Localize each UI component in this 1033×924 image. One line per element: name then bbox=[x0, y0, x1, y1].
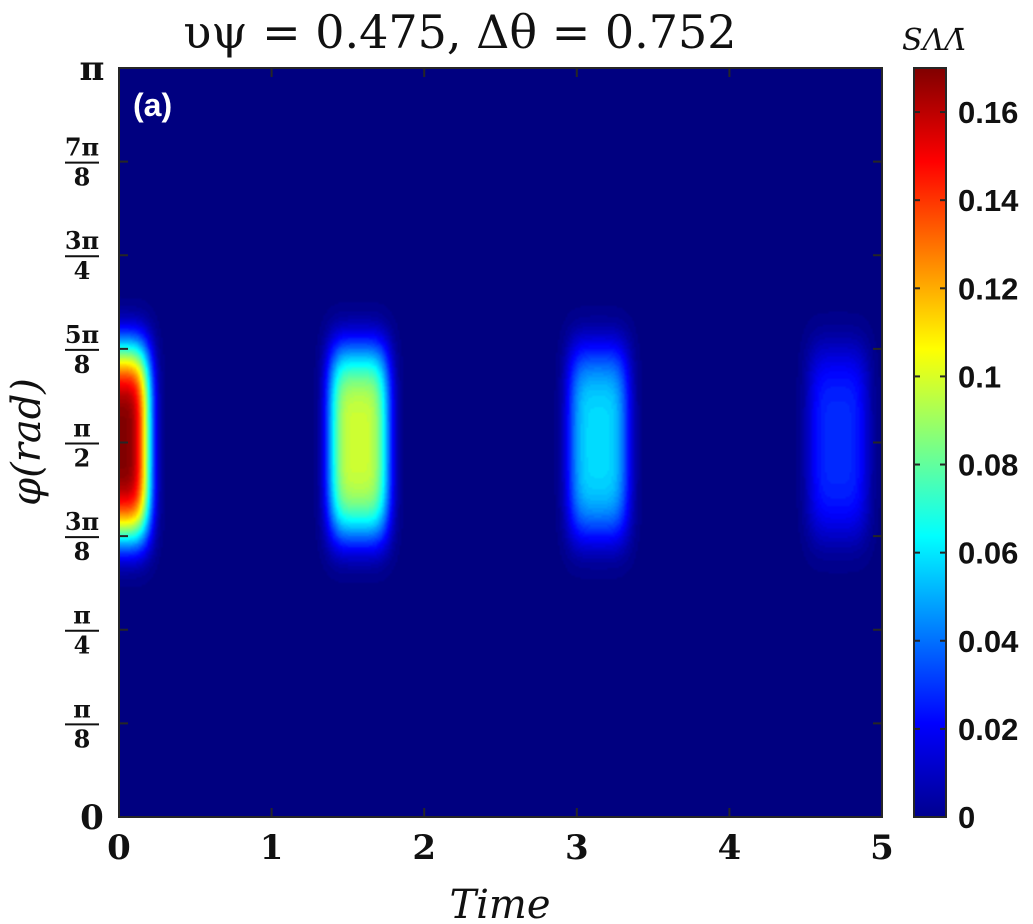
colorbar-tick-label: 0.06 bbox=[958, 536, 1018, 571]
y-tick-label-denominator: 2 bbox=[74, 443, 91, 472]
y-tick-label-denominator: 8 bbox=[74, 350, 91, 379]
x-tick-label: 0 bbox=[107, 828, 131, 868]
x-axis: 0 1 2 3 4 5 bbox=[107, 68, 894, 868]
colorbar-label: SΛΛ̄ bbox=[902, 23, 966, 58]
colorbar-tick-label: 0.02 bbox=[958, 712, 1018, 747]
colorbar-gradient bbox=[913, 67, 947, 818]
y-tick-label-denominator: 8 bbox=[74, 537, 91, 566]
x-tick-label: 4 bbox=[718, 828, 742, 868]
colorbar: 0 0.02 0.04 0.06 0.08 0.1 0.12 0.14 0.16 SΛΛ̄ bbox=[902, 23, 1019, 835]
y-tick-label-denominator: 4 bbox=[74, 256, 91, 285]
y-tick-label-numerator: 5π bbox=[65, 320, 99, 349]
y-tick-label-denominator: 8 bbox=[74, 163, 91, 192]
colorbar-tick-label: 0.14 bbox=[958, 183, 1019, 218]
y-tick-label-numerator: π bbox=[73, 601, 91, 630]
x-tick-label: 5 bbox=[870, 828, 894, 868]
colorbar-tick-label: 0.1 bbox=[958, 359, 1001, 394]
heatmap-image bbox=[119, 68, 882, 817]
colorbar-tick-label: 0.08 bbox=[958, 448, 1018, 483]
x-tick-label: 1 bbox=[260, 828, 284, 868]
x-tick-label: 3 bbox=[565, 828, 589, 868]
x-axis-label: Time bbox=[449, 882, 550, 924]
y-tick-label: 0 bbox=[80, 798, 104, 838]
y-tick-label: π bbox=[80, 49, 105, 89]
y-axis-label: φ(rad) bbox=[4, 378, 50, 506]
x-tick-label: 2 bbox=[412, 828, 436, 868]
y-tick-label-numerator: π bbox=[73, 413, 91, 442]
y-tick-label-numerator: π bbox=[73, 694, 91, 723]
colorbar-tick-label: 0.04 bbox=[958, 624, 1019, 659]
colorbar-tick-label: 0 bbox=[958, 800, 975, 835]
y-tick-label-numerator: 3π bbox=[65, 507, 99, 536]
colorbar-tick-label: 0.16 bbox=[958, 95, 1018, 130]
y-tick-label-numerator: 3π bbox=[65, 226, 99, 255]
colorbar-ticks: 0 0.02 0.04 0.06 0.08 0.1 0.12 0.14 0.16 bbox=[914, 95, 1019, 835]
panel-label: (a) bbox=[133, 87, 172, 123]
y-tick-label-denominator: 4 bbox=[74, 631, 91, 660]
y-tick-label-denominator: 8 bbox=[74, 724, 91, 753]
chart-title: υψ = 0.475, Δθ = 0.752 bbox=[183, 5, 736, 59]
colorbar-tick-label: 0.12 bbox=[958, 271, 1018, 306]
y-tick-label-numerator: 7π bbox=[65, 133, 99, 162]
